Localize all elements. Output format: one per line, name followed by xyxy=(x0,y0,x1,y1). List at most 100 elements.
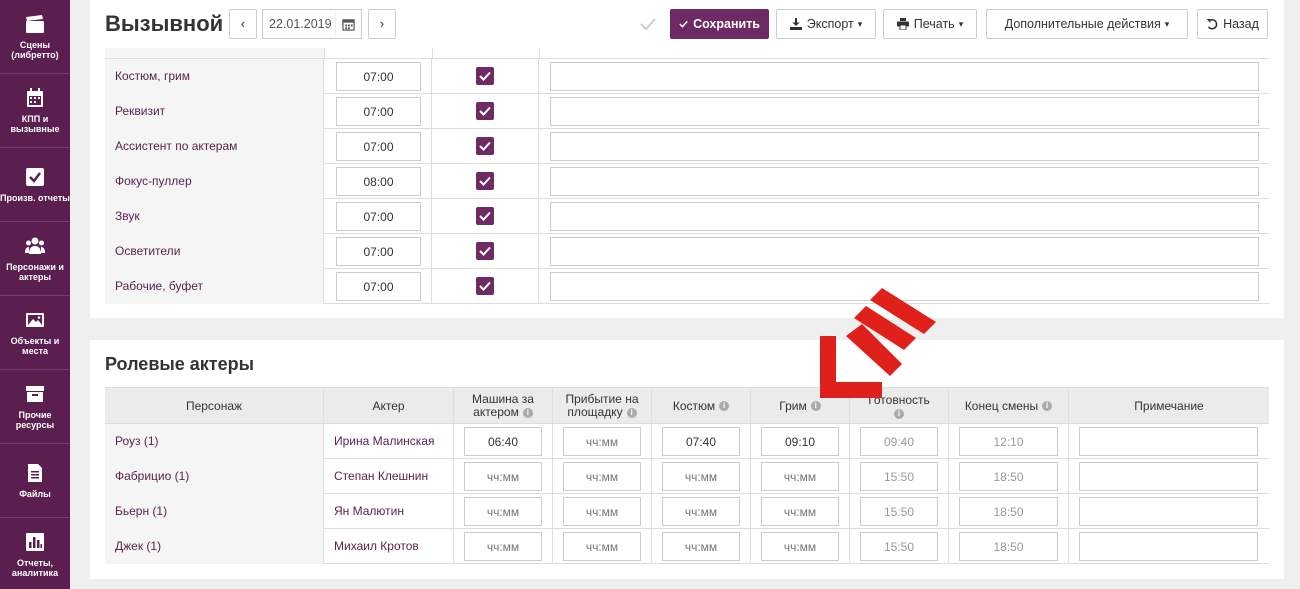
sidebar-item-characters[interactable]: Персонажи и актеры xyxy=(0,222,70,296)
export-button-label: Экспорт xyxy=(806,17,854,31)
character-name[interactable]: Роуз (1) xyxy=(105,424,324,459)
crew-note-input[interactable] xyxy=(550,167,1259,196)
crew-call-time-input[interactable] xyxy=(336,62,421,91)
crew-note-input[interactable] xyxy=(550,272,1259,301)
crew-confirmed-checkbox[interactable] xyxy=(476,67,494,85)
actor-name[interactable]: Степан Клешнин xyxy=(324,459,454,494)
column-header-end: Конец смены i xyxy=(949,388,1069,424)
sidebar-item-resources[interactable]: Прочие ресурсы xyxy=(0,370,70,444)
actor-name[interactable]: Ян Малютин xyxy=(324,494,454,529)
character-name[interactable]: Фабрицио (1) xyxy=(105,459,324,494)
crew-note-input[interactable] xyxy=(550,62,1259,91)
save-button[interactable]: Сохранить xyxy=(670,9,769,39)
ready-time-field xyxy=(860,427,938,456)
column-header-note: Примечание xyxy=(1134,398,1204,413)
makeup-time-input[interactable] xyxy=(761,462,839,491)
print-button-label: Печать xyxy=(913,17,955,31)
table-row: Бьерн (1) Ян Малютин xyxy=(105,494,1269,529)
sidebar-item-schedule[interactable]: КПП и вызывные xyxy=(0,74,70,148)
sidebar-item-locations[interactable]: Объекты и места xyxy=(0,296,70,370)
note-input[interactable] xyxy=(1079,462,1258,491)
character-name[interactable]: Джек (1) xyxy=(105,529,324,564)
crew-row: Рабочие, буфет xyxy=(105,269,1269,304)
car-time-input[interactable] xyxy=(464,427,542,456)
costume-time-input[interactable] xyxy=(662,427,740,456)
crew-note-input[interactable] xyxy=(550,97,1259,126)
ready-time-field xyxy=(860,497,938,526)
end-time-field xyxy=(959,497,1058,526)
archive-icon xyxy=(26,385,44,402)
crew-confirmed-checkbox[interactable] xyxy=(476,137,494,155)
page-title: Вызывной xyxy=(105,11,224,36)
crew-call-time-input[interactable] xyxy=(336,237,421,266)
crew-confirmed-checkbox[interactable] xyxy=(476,242,494,260)
crew-note-input[interactable] xyxy=(550,132,1259,161)
arrival-time-input[interactable] xyxy=(563,462,641,491)
column-header-costume: Костюм i xyxy=(652,388,751,424)
crew-call-time-input[interactable] xyxy=(336,132,421,161)
calendar-icon[interactable] xyxy=(335,10,361,38)
crew-row: Костюм, грим xyxy=(105,59,1269,94)
sidebar-item-reports[interactable]: Произв. отчеты xyxy=(0,148,70,222)
info-icon[interactable]: i xyxy=(626,407,637,418)
crew-row: Звук xyxy=(105,199,1269,234)
makeup-time-input[interactable] xyxy=(761,532,839,561)
makeup-time-input[interactable] xyxy=(761,427,839,456)
export-button[interactable]: Экспорт ▾ xyxy=(776,9,876,39)
note-input[interactable] xyxy=(1079,497,1258,526)
next-date-button[interactable]: › xyxy=(368,9,396,39)
costume-time-input[interactable] xyxy=(662,462,740,491)
sidebar-item-label: Персонажи и актеры xyxy=(6,261,64,282)
info-icon[interactable]: i xyxy=(810,401,821,412)
sidebar-item-scenes[interactable]: Сцены (либретто) xyxy=(0,0,70,74)
crew-confirmed-checkbox[interactable] xyxy=(476,172,494,190)
crew-confirmed-checkbox[interactable] xyxy=(476,277,494,295)
column-header-ready: Готовность i xyxy=(850,388,949,424)
car-time-input[interactable] xyxy=(464,462,542,491)
back-button[interactable]: Назад xyxy=(1197,9,1268,39)
more-actions-button[interactable]: Дополнительные действия ▾ xyxy=(986,9,1188,39)
crew-note-input[interactable] xyxy=(550,202,1259,231)
end-time-field xyxy=(959,532,1058,561)
crew-call-time-input[interactable] xyxy=(336,272,421,301)
check-icon xyxy=(479,71,491,81)
info-icon[interactable]: i xyxy=(1042,401,1053,412)
car-time-input[interactable] xyxy=(464,532,542,561)
car-time-input[interactable] xyxy=(464,497,542,526)
sidebar-item-analytics[interactable]: Отчеты, аналитика xyxy=(0,518,70,589)
actor-name[interactable]: Ирина Малинская xyxy=(324,424,454,459)
crew-department: Рабочие, буфет xyxy=(105,269,324,304)
crew-call-time-input[interactable] xyxy=(336,97,421,126)
makeup-time-input[interactable] xyxy=(761,497,839,526)
info-icon[interactable]: i xyxy=(522,407,533,418)
crew-call-time-input[interactable] xyxy=(336,167,421,196)
prev-date-button[interactable]: ‹ xyxy=(229,9,257,39)
info-icon[interactable]: i xyxy=(719,401,730,412)
arrival-time-input[interactable] xyxy=(563,497,641,526)
arrival-time-input[interactable] xyxy=(563,532,641,561)
costume-time-input[interactable] xyxy=(662,497,740,526)
arrival-time-input[interactable] xyxy=(563,427,641,456)
note-input[interactable] xyxy=(1079,427,1258,456)
info-icon[interactable]: i xyxy=(894,408,904,419)
character-name[interactable]: Бьерн (1) xyxy=(105,494,324,529)
costume-time-input[interactable] xyxy=(662,532,740,561)
column-header-character: Персонаж xyxy=(105,388,324,424)
crew-confirmed-checkbox[interactable] xyxy=(476,102,494,120)
date-input[interactable] xyxy=(263,10,335,38)
crew-call-time-input[interactable] xyxy=(336,202,421,231)
note-input[interactable] xyxy=(1079,532,1258,561)
clapperboard-icon xyxy=(26,14,44,33)
sidebar-item-files[interactable]: Файлы xyxy=(0,444,70,518)
crew-confirmed-checkbox[interactable] xyxy=(476,207,494,225)
column-header-arrival: Прибытие на площадку i xyxy=(553,388,652,424)
check-icon xyxy=(679,20,688,28)
print-button[interactable]: Печать ▾ xyxy=(883,9,977,39)
crew-row: Осветители xyxy=(105,234,1269,269)
check-icon xyxy=(479,281,491,291)
crew-row: Фокус-пуллер xyxy=(105,164,1269,199)
crew-note-input[interactable] xyxy=(550,237,1259,266)
crew-department: Осветители xyxy=(105,234,324,269)
actor-name[interactable]: Михаил Кротов xyxy=(324,529,454,564)
cut-off-row xyxy=(105,48,324,58)
